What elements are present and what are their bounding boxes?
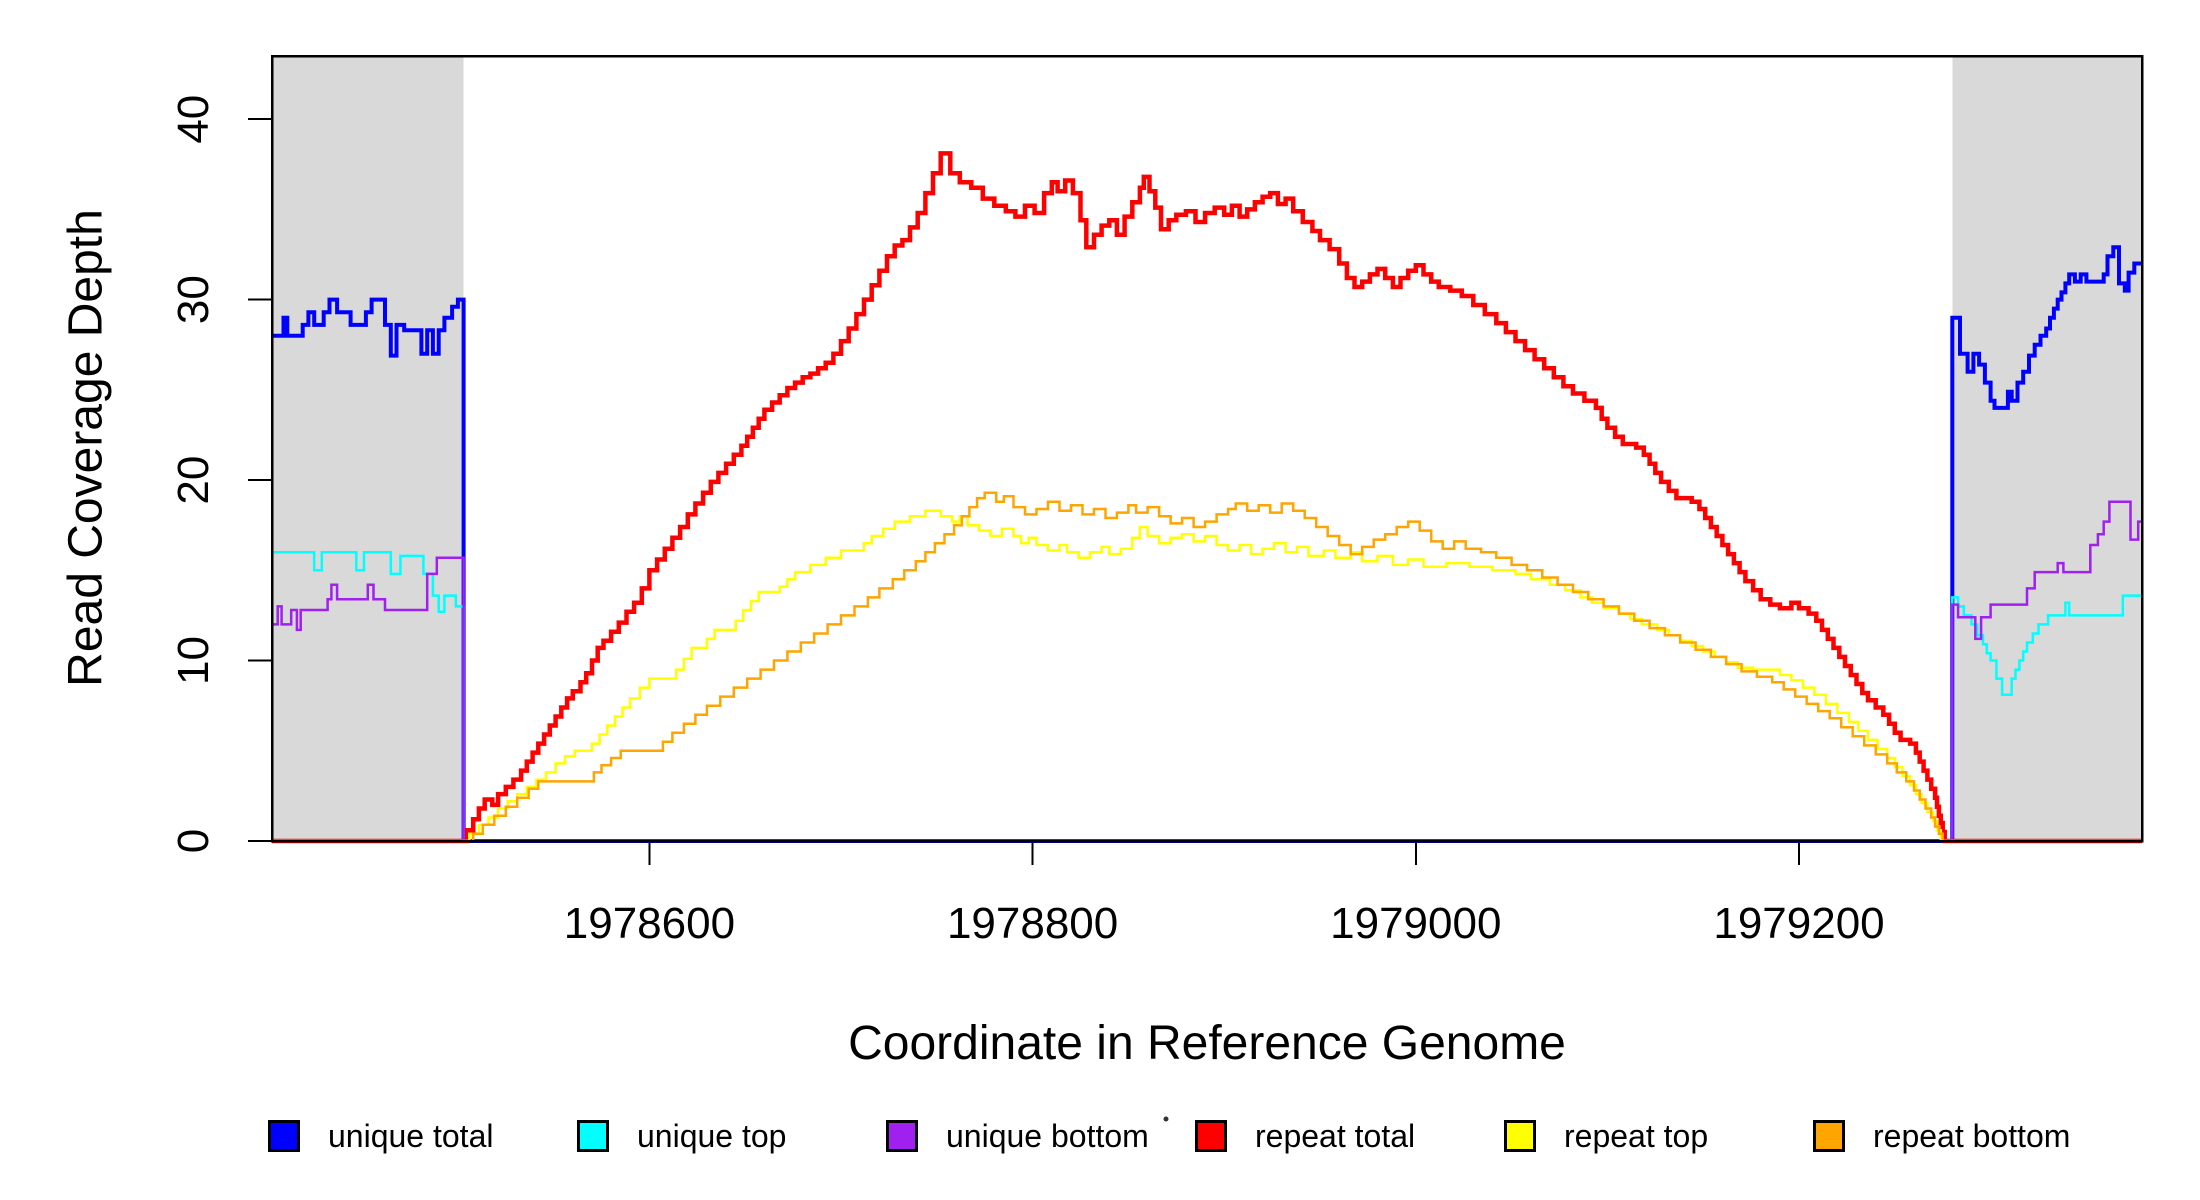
x-tick-label: 1978600	[564, 899, 735, 948]
legend-item-unique-top: unique top	[577, 1118, 786, 1154]
shaded-region-0	[272, 56, 464, 841]
x-tick-label: 1979000	[1330, 899, 1501, 948]
y-axis-title: Read Coverage Depth	[59, 209, 113, 687]
legend-swatch-unique-bottom	[886, 1120, 918, 1152]
legend-item-repeat-bottom: repeat bottom	[1813, 1118, 2070, 1154]
legend-item-repeat-total: repeat total	[1195, 1118, 1415, 1154]
legend-label: repeat total	[1255, 1117, 1416, 1154]
legend-label: unique bottom	[946, 1117, 1149, 1154]
series-unique-top	[272, 551, 2142, 843]
legend-item-unique-bottom: unique bottom	[886, 1118, 1149, 1154]
legend-label: repeat bottom	[1873, 1117, 2071, 1154]
x-axis-title: Coordinate in Reference Genome	[848, 1017, 1566, 1070]
y-tick-label: 30	[169, 275, 218, 324]
legend-label: repeat top	[1564, 1117, 1709, 1154]
plot-box	[270, 54, 2144, 843]
series-unique-total	[272, 245, 2142, 843]
series-unique-bottom	[272, 500, 2142, 843]
legend-label: unique top	[637, 1117, 787, 1154]
x-tick-label: 1979200	[1713, 899, 1884, 948]
x-tick-label: 1978800	[947, 899, 1118, 948]
series-repeat-top	[272, 509, 2142, 843]
y-tick-label: 40	[169, 95, 218, 144]
legend-swatch-repeat-total	[1195, 1120, 1227, 1152]
stray-dot	[1163, 1116, 1169, 1122]
series-repeat-bottom	[272, 491, 2142, 843]
y-tick-label: 0	[169, 829, 218, 853]
y-tick-label: 20	[169, 456, 218, 505]
y-tick-label: 10	[169, 636, 218, 685]
legend-swatch-repeat-bottom	[1813, 1120, 1845, 1152]
legend-item-repeat-top: repeat top	[1504, 1118, 1708, 1154]
legend-label: unique total	[328, 1117, 494, 1154]
legend-swatch-unique-top	[577, 1120, 609, 1152]
shaded-region-1	[1952, 56, 2142, 841]
series-repeat-total	[272, 151, 2142, 844]
legend: unique total unique top unique bottom repea…	[0, 1118, 2200, 1158]
legend-swatch-repeat-top	[1504, 1120, 1536, 1152]
legend-swatch-unique-total	[268, 1120, 300, 1152]
legend-item-unique-total: unique total	[268, 1118, 493, 1154]
